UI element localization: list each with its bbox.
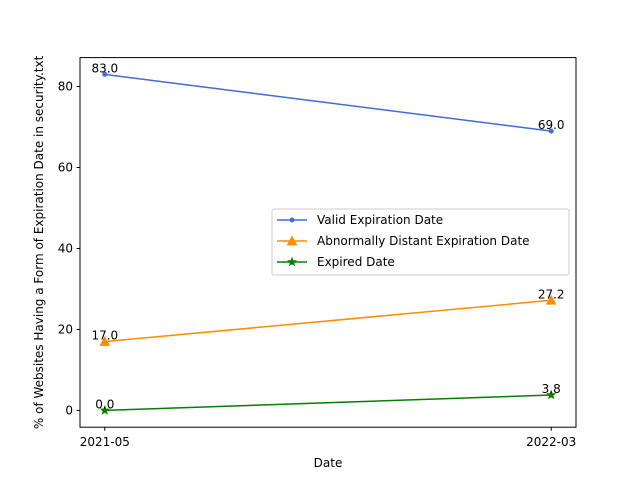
data-label-1-1: 27.2 [538, 287, 565, 301]
legend-marker-2 [286, 256, 298, 267]
x-tick-label-1: 2022-03 [526, 435, 576, 449]
data-point-1-0 [99, 336, 111, 346]
y-tick-label-0: 0 [65, 404, 73, 418]
data-point-2-0 [99, 405, 110, 415]
x-axis-label: Date [314, 456, 343, 470]
y-tick-label-3: 60 [58, 161, 73, 175]
data-point-2-1 [546, 389, 557, 400]
data-label-2-1: 3.8 [542, 382, 561, 396]
y-tick-label-1: 20 [58, 323, 73, 337]
data-point-1-1 [545, 294, 557, 305]
data-label-0-0: 83.0 [91, 61, 118, 75]
series-line-0 [104, 73, 552, 132]
y-tick-label-2: 40 [58, 242, 73, 256]
x-tick-label-0: 2021-05 [80, 435, 130, 449]
legend-marker-0 [289, 217, 295, 223]
data-label-1-0: 17.0 [91, 329, 118, 343]
data-point-0-0 [102, 71, 108, 77]
legend: Valid Expiration Date Abnormally Distant … [271, 208, 570, 276]
legend-marker-1 [286, 235, 298, 246]
legend-label-2: Expired Date [317, 255, 395, 269]
legend-box [271, 208, 570, 276]
legend-label-1: Abnormally Distant Expiration Date [317, 234, 530, 248]
series-line-1 [104, 299, 552, 343]
data-label-2-0: 0.0 [95, 397, 114, 411]
plot-frame [79, 57, 577, 428]
data-point-0-1 [548, 128, 554, 134]
legend-label-0: Valid Expiration Date [317, 213, 443, 227]
y-tick-label-4: 80 [58, 80, 73, 94]
y-axis-label: % of Websites Having a Form of Expiratio… [32, 55, 46, 429]
data-label-0-1: 69.0 [538, 118, 565, 132]
series-line-2 [104, 394, 552, 412]
